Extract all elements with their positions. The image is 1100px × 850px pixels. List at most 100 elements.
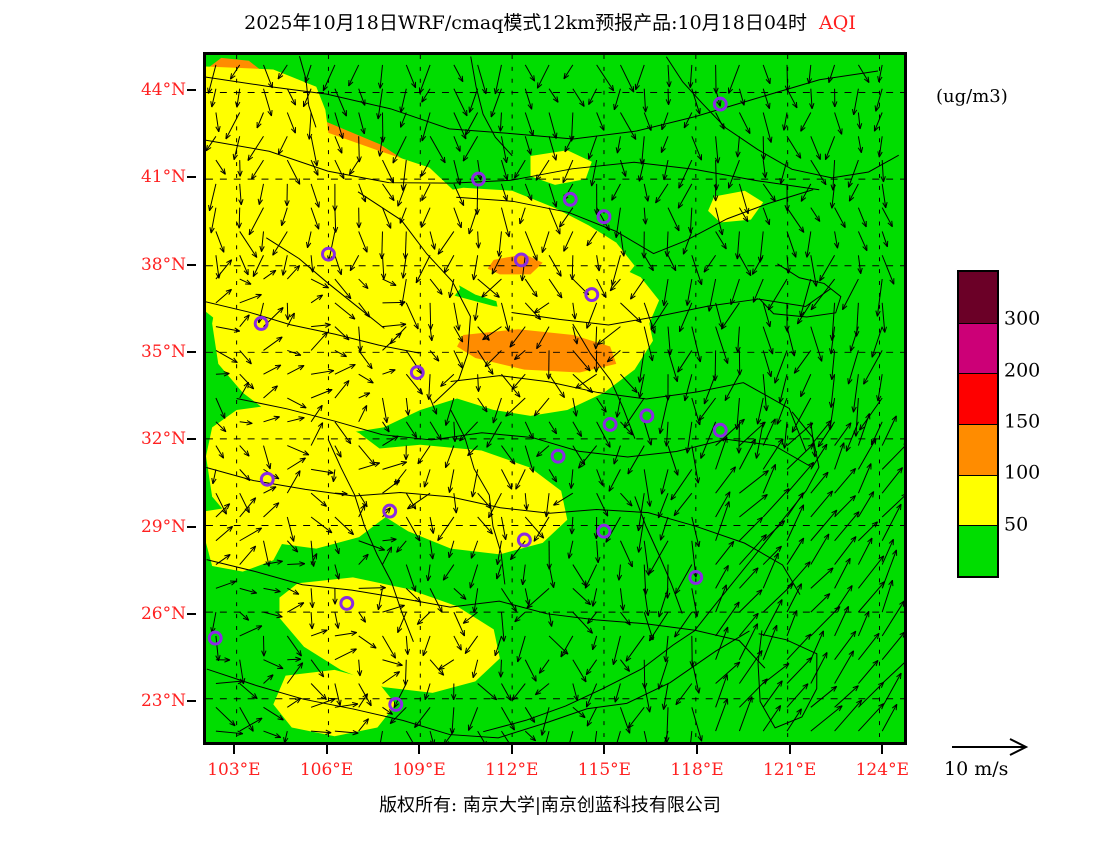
wind-vector (858, 555, 885, 589)
wind-vector (616, 730, 621, 742)
wind-vector (310, 388, 333, 399)
wind-vector (358, 504, 366, 518)
aqi-region-yangtze-mid-yellow (352, 444, 568, 555)
wind-vector (834, 650, 855, 684)
wind-vector (263, 659, 284, 670)
wind-vector (310, 629, 328, 637)
city-marker[interactable] (207, 630, 223, 646)
wind-vector (429, 659, 445, 676)
aqi-region-central-yellow-mass (212, 254, 653, 434)
city-marker[interactable] (550, 448, 566, 464)
lon-tick-label: 121°E (762, 760, 817, 780)
wind-vector (663, 635, 669, 663)
wind-vector (399, 112, 407, 128)
wind-vector (280, 207, 288, 227)
wind-vector (417, 445, 431, 465)
city-marker[interactable] (516, 532, 532, 548)
lon-tick-mark (510, 745, 513, 754)
city-marker[interactable] (596, 209, 612, 225)
wind-vector (397, 183, 407, 207)
wind-vector (453, 635, 462, 651)
city-marker[interactable] (382, 503, 398, 519)
wind-vector (586, 231, 598, 247)
wind-vector (518, 207, 526, 225)
wind-vector (858, 703, 885, 732)
wind-vector (739, 516, 764, 542)
wind-vector (239, 314, 250, 327)
wind-vector (643, 421, 653, 446)
wind-vector (616, 564, 623, 581)
city-marker[interactable] (562, 191, 578, 207)
city-marker[interactable] (253, 316, 269, 331)
wind-vector (810, 567, 834, 589)
wind-vector (495, 564, 502, 580)
city-marker[interactable] (513, 252, 529, 268)
wind-vector (786, 492, 804, 518)
wind-vector (637, 374, 645, 399)
wind-vector (462, 136, 479, 162)
city-marker[interactable] (688, 570, 704, 585)
wind-vector (493, 64, 502, 95)
wind-vector (877, 136, 883, 158)
wind-vector (833, 231, 840, 249)
wind-vector (357, 326, 363, 352)
wind-vector (437, 231, 455, 255)
wind-vector (500, 612, 507, 642)
city-marker[interactable] (388, 696, 404, 712)
wind-vector (666, 64, 672, 88)
wind-vector (471, 659, 479, 679)
wind-vector (263, 364, 282, 375)
wind-vector (524, 278, 538, 298)
wind-vector (800, 374, 812, 398)
wind-vector (691, 136, 702, 161)
wind-vector (762, 88, 771, 110)
wind-vector (762, 705, 782, 732)
wind-vector (475, 374, 481, 392)
city-marker[interactable] (259, 471, 275, 487)
map-plot-area[interactable] (203, 52, 907, 745)
wind-vector (382, 460, 408, 470)
wind-vector (558, 207, 574, 228)
wind-vector (420, 207, 431, 228)
wind-vector (572, 326, 579, 345)
city-marker[interactable] (712, 422, 728, 438)
city-marker[interactable] (321, 246, 336, 262)
wind-vector (657, 492, 669, 519)
wind-vector (356, 207, 362, 229)
wind-vector (511, 373, 526, 390)
city-marker[interactable] (639, 408, 655, 424)
wind-vector (858, 581, 886, 613)
wind-vector (762, 488, 790, 518)
wind-vector (358, 683, 372, 707)
city-marker[interactable] (712, 96, 728, 112)
wind-vector (453, 207, 462, 229)
wind-vector (453, 136, 461, 152)
city-marker[interactable] (339, 595, 355, 611)
lat-tick-label: 41°N (140, 167, 186, 188)
city-marker[interactable] (602, 417, 618, 432)
wind-vector (786, 136, 802, 159)
city-marker[interactable] (471, 171, 486, 187)
wind-vector (310, 492, 327, 507)
wind-vector (209, 207, 217, 234)
wind-vector (533, 516, 550, 542)
wind-vector (215, 657, 231, 663)
city-marker[interactable] (409, 365, 425, 380)
wind-vector (239, 420, 253, 426)
colorbar-band (959, 373, 997, 424)
colorbar-band (959, 525, 997, 576)
wind-vector (655, 183, 669, 204)
city-marker[interactable] (596, 523, 612, 539)
wind-vector (810, 593, 831, 613)
colorbar[interactable] (957, 270, 999, 578)
wind-vector (471, 255, 479, 281)
city-marker[interactable] (584, 287, 600, 303)
wind-vector (687, 64, 694, 88)
wind-vector (786, 231, 797, 258)
wind-vector (310, 183, 320, 208)
aqi-contour-map (206, 55, 904, 742)
wind-vector (263, 445, 272, 470)
lat-tick-mark (187, 350, 196, 353)
wind-vector (310, 136, 319, 167)
wind-vector (421, 183, 431, 201)
